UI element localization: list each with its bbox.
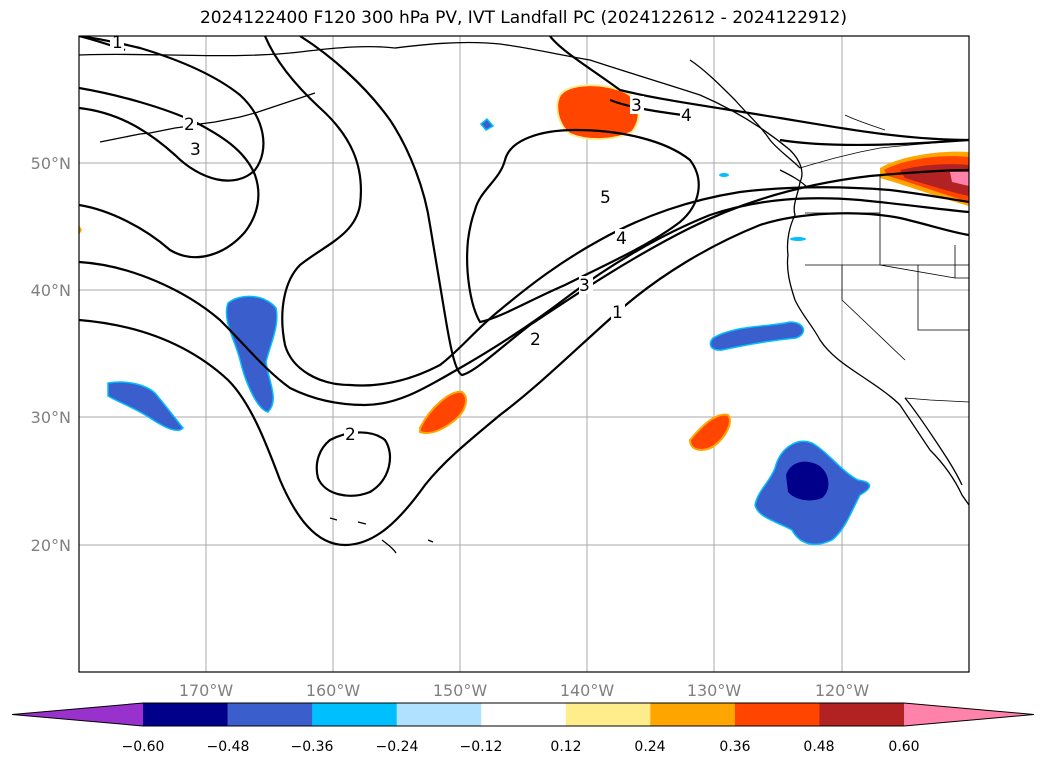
colorbar-tick-label: −0.48 xyxy=(207,739,250,755)
colorbar-tick-label: −0.12 xyxy=(460,739,503,755)
hawaii-small xyxy=(427,539,434,543)
alaska-panhandle xyxy=(689,59,801,169)
coastlines xyxy=(79,41,969,554)
longitude-labels: 170°W 160°W 150°W 140°W 130°W 120°W xyxy=(179,681,870,700)
map-plot-area: 1 2 3 4 5 1 2 3 4 3 2 xyxy=(79,33,969,672)
alaska-coast xyxy=(79,41,803,183)
lon-label: 140°W xyxy=(560,681,615,700)
alaska-canada-border xyxy=(844,114,886,131)
map-frame xyxy=(78,35,970,673)
neg-area-east xyxy=(709,321,805,351)
pos-area-edge xyxy=(79,225,82,235)
nevada-ca-border xyxy=(841,265,906,361)
contour-label: 2 xyxy=(184,115,195,135)
colorbar-extend-high xyxy=(904,703,1034,726)
colorbar-tick-label: −0.36 xyxy=(291,739,334,755)
colorbar: −0.60 −0.48 −0.36 −0.24 −0.12 0.12 0.24 … xyxy=(11,702,1035,755)
lat-label: 50°N xyxy=(31,154,71,173)
colorbar-tick-label: −0.24 xyxy=(376,739,419,755)
colorbar-segment xyxy=(734,703,820,726)
pv-contour-2-inner xyxy=(315,431,392,497)
pv-contour-3-main xyxy=(263,36,969,387)
lat-label: 20°N xyxy=(31,536,71,555)
colorbar-segments xyxy=(11,702,1035,727)
colorbar-segment xyxy=(650,703,736,726)
positive-anomaly-areas xyxy=(79,84,969,451)
pv-contour-east-top xyxy=(779,138,969,147)
lat-label: 30°N xyxy=(31,408,71,427)
neg-area-west xyxy=(107,381,184,432)
figure-title: 2024122400 F120 300 hPa PV, IVT Landfall… xyxy=(199,8,847,28)
latitude-labels: 50°N 40°N 30°N 20°N xyxy=(31,154,71,555)
colorbar-tick-label: 0.36 xyxy=(719,739,750,755)
colorbar-outline xyxy=(11,702,1035,727)
pos-area-nw-coast-max xyxy=(950,172,969,186)
pv-contour-1 xyxy=(79,212,969,547)
contour-label: 3 xyxy=(579,276,590,296)
neg-core-south xyxy=(786,461,829,501)
colorbar-segment xyxy=(481,703,567,726)
colorbar-extend-low xyxy=(12,703,143,726)
pv-contour-4-main xyxy=(299,36,969,377)
negative-anomaly-areas xyxy=(107,117,871,546)
contour-label: 1 xyxy=(612,303,623,323)
political-borders xyxy=(799,114,969,403)
contour-label: 4 xyxy=(616,229,627,249)
neg-area-small-2 xyxy=(790,237,806,241)
baja-coast xyxy=(904,397,963,486)
pv-contour-3-west xyxy=(79,86,260,259)
colorbar-segment xyxy=(143,703,229,726)
lon-label: 130°W xyxy=(687,681,742,700)
colorbar-ticks: −0.60 −0.48 −0.36 −0.24 −0.12 0.12 0.24 … xyxy=(122,739,920,755)
colorbar-tick-label: 0.24 xyxy=(634,739,665,755)
pos-area-east xyxy=(688,413,731,451)
canada-us-border xyxy=(799,139,969,169)
pos-area-north xyxy=(556,84,640,141)
pv-contour-2-ne xyxy=(549,36,969,142)
contour-label: 2 xyxy=(530,330,541,350)
colorbar-tick-label: 0.60 xyxy=(888,739,919,755)
contour-label: 3 xyxy=(631,96,642,116)
colorbar-segment xyxy=(565,703,651,726)
pv-contour-4-upper xyxy=(79,36,265,182)
contour-label: 5 xyxy=(600,188,611,208)
graticule xyxy=(79,36,969,672)
mexico-border xyxy=(904,397,969,403)
lon-label: 150°W xyxy=(433,681,488,700)
neg-area-small-3 xyxy=(719,173,729,177)
hawaii-islands xyxy=(329,517,397,554)
colorbar-tick-label: −0.60 xyxy=(122,739,165,755)
colorbar-segment xyxy=(396,703,482,726)
pv-contour-2-outer xyxy=(79,197,969,407)
colorbar-segment xyxy=(312,703,398,726)
colorbar-tick-label: 0.12 xyxy=(550,739,581,755)
pos-area-mid xyxy=(419,390,467,434)
lat-label: 40°N xyxy=(31,281,71,300)
bc-wa-coast xyxy=(786,181,969,506)
contour-labels: 1 2 3 4 5 1 2 3 4 3 2 xyxy=(110,33,694,445)
lon-label: 120°W xyxy=(815,681,870,700)
colorbar-segment xyxy=(227,703,313,726)
contour-label: 2 xyxy=(345,425,356,445)
contour-label: 1 xyxy=(112,33,123,53)
neg-area-small-1 xyxy=(479,117,495,131)
vancouver-island xyxy=(779,169,809,189)
contour-label: 3 xyxy=(190,140,201,160)
contour-label: 4 xyxy=(681,106,692,126)
colorbar-segment xyxy=(819,703,905,726)
lon-label: 160°W xyxy=(306,681,361,700)
lon-label: 170°W xyxy=(179,681,234,700)
pv-contours xyxy=(79,36,969,547)
pv-contour-5-loop xyxy=(466,128,700,324)
colorbar-tick-label: 0.48 xyxy=(803,739,834,755)
